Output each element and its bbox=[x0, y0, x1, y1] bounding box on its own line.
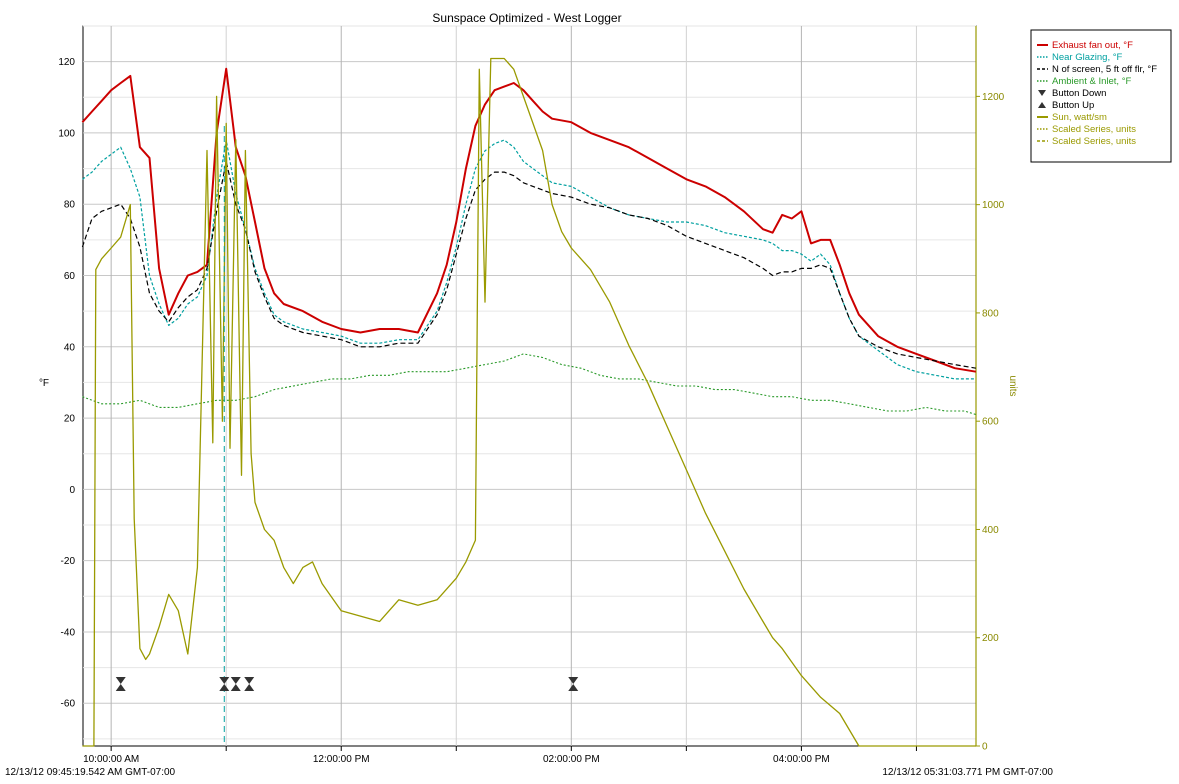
button-marker bbox=[219, 677, 230, 691]
button-marker bbox=[568, 677, 579, 691]
y-axis-left-ticks: 120 100 80 60 40 20 0 -20 -40 -60 bbox=[58, 57, 75, 710]
y-tick-label: -40 bbox=[61, 627, 76, 638]
button-marker bbox=[230, 677, 241, 691]
button-markers bbox=[115, 677, 579, 691]
series-line-0 bbox=[81, 67, 977, 373]
legend-swatch bbox=[1038, 102, 1046, 108]
plot-area bbox=[82, 25, 977, 747]
legend-label: Button Down bbox=[1052, 88, 1106, 99]
y2-tick-label: 400 bbox=[982, 525, 999, 536]
y-tick-label: -60 bbox=[61, 699, 76, 710]
legend-label: N of screen, 5 ft off flr, °F bbox=[1052, 64, 1157, 75]
y2-tick-label: 1000 bbox=[982, 200, 1005, 211]
legend-label: Button Up bbox=[1052, 100, 1094, 111]
legend-label: Scaled Series, units bbox=[1052, 124, 1136, 135]
chart-title: Sunspace Optimized - West Logger bbox=[432, 11, 621, 25]
legend-swatch bbox=[1038, 90, 1046, 96]
x-tick-label: 04:00:00 PM bbox=[773, 754, 830, 765]
y-tick-label: 20 bbox=[64, 414, 76, 425]
legend-label: Scaled Series, units bbox=[1052, 136, 1136, 147]
y2-axis-label: units bbox=[1007, 375, 1018, 396]
y2-tick-label: 1200 bbox=[982, 92, 1005, 103]
y2-tick-label: 0 bbox=[982, 742, 988, 753]
y-tick-label: 0 bbox=[69, 485, 75, 496]
footer-start-time: 12/13/12 09:45:19.542 AM GMT-07:00 bbox=[5, 767, 176, 778]
button-marker bbox=[115, 677, 126, 691]
x-axis-ticks: 10:00:00 AM 12:00:00 PM 02:00:00 PM 04:00:0… bbox=[83, 746, 917, 765]
y-axis-right-ticks: 1200 1000 800 600 400 200 0 bbox=[975, 26, 1005, 753]
y2-tick-label: 600 bbox=[982, 417, 999, 428]
legend-label: Near Glazing, °F bbox=[1052, 52, 1123, 63]
series-line-1 bbox=[82, 139, 976, 380]
series-line-4 bbox=[82, 57, 976, 747]
legend-label: Ambient & Inlet, °F bbox=[1052, 76, 1131, 87]
series-line-3 bbox=[82, 353, 977, 416]
y-tick-label: 40 bbox=[64, 342, 76, 353]
x-tick-label: 10:00:00 AM bbox=[83, 754, 139, 765]
y-tick-label: 100 bbox=[58, 128, 75, 139]
y-axis-label: °F bbox=[39, 378, 49, 389]
legend-label: Exhaust fan out, °F bbox=[1052, 40, 1133, 51]
footer-end-time: 12/13/12 05:31:03.771 PM GMT-07:00 bbox=[882, 767, 1053, 778]
grid-lines bbox=[83, 25, 976, 746]
y-tick-label: -20 bbox=[61, 556, 76, 567]
button-marker bbox=[244, 677, 255, 691]
legend-label: Sun, watt/sm bbox=[1052, 112, 1107, 123]
series-lines bbox=[81, 57, 977, 747]
y2-tick-label: 200 bbox=[982, 633, 999, 644]
y-tick-label: 80 bbox=[64, 200, 76, 211]
x-tick-label: 12:00:00 PM bbox=[313, 754, 370, 765]
y-tick-label: 60 bbox=[64, 271, 76, 282]
y-tick-label: 120 bbox=[58, 57, 75, 68]
series-line-2 bbox=[81, 160, 977, 369]
legend-box bbox=[1030, 29, 1172, 163]
y2-tick-label: 800 bbox=[982, 308, 999, 319]
x-tick-label: 02:00:00 PM bbox=[543, 754, 600, 765]
